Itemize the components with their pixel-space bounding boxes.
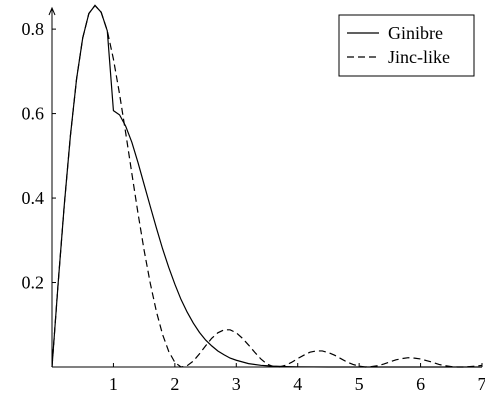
- y-tick-label: 0.6: [22, 104, 45, 124]
- legend: Ginibre Jinc-like: [338, 14, 475, 77]
- x-tick-label: 3: [232, 374, 241, 394]
- x-tick-label: 6: [416, 374, 425, 394]
- x-tick-label: 4: [293, 374, 302, 394]
- y-tick-label: 0.4: [22, 188, 45, 208]
- series-line-jinc-like: [51, 4, 483, 368]
- y-axis-arrow: [48, 6, 56, 16]
- legend-box: [338, 14, 475, 77]
- legend-label: Ginibre: [388, 23, 443, 43]
- y-tick-label: 0.8: [22, 19, 45, 39]
- plot-lines: [51, 4, 483, 368]
- legend-label: Jinc-like: [388, 47, 450, 67]
- ticks: 1 2 3 4 5 6 7 0.2 0.4 0.6 0.8: [22, 19, 485, 394]
- y-tick-label: 0.2: [22, 273, 45, 293]
- x-tick-label: 2: [170, 374, 179, 394]
- x-tick-label: 7: [478, 374, 485, 394]
- x-tick-label: 1: [109, 374, 118, 394]
- x-tick-label: 5: [355, 374, 364, 394]
